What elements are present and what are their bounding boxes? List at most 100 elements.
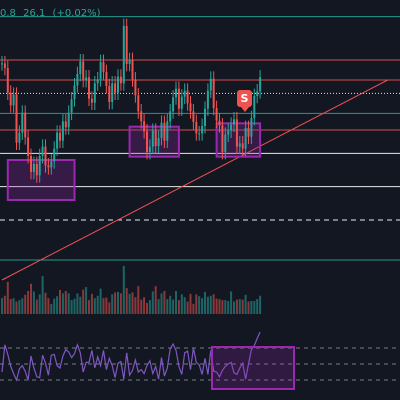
volume-bar-67 (195, 294, 198, 314)
candle-body-79 (230, 124, 233, 131)
candle-body-59 (172, 97, 175, 112)
volume-bar-64 (186, 301, 189, 314)
candle-body-43 (125, 26, 128, 64)
candle-body-2 (6, 68, 9, 93)
candle-body-15 (44, 146, 47, 166)
volume-bar-0 (1, 298, 3, 314)
volume-bar-45 (131, 292, 134, 314)
candle-body-68 (198, 133, 201, 135)
volume-bar-81 (235, 299, 238, 314)
volume-bar-12 (35, 299, 38, 314)
rsi-line (1, 331, 261, 382)
volume-bar-21 (61, 293, 64, 314)
volume-bar-4 (12, 298, 15, 314)
candle-body-21 (61, 121, 64, 141)
volume-bar-44 (128, 293, 131, 314)
candle-body-51 (148, 146, 151, 152)
volume-bar-80 (233, 301, 235, 314)
trendline-layer (1, 79, 388, 281)
candle-body-10 (30, 156, 32, 172)
candle-body-56 (163, 122, 166, 141)
volume-bar-77 (224, 300, 227, 314)
volume-bar-39 (114, 292, 117, 314)
candle-body-84 (244, 128, 247, 149)
candle-body-52 (151, 130, 154, 147)
volume-bar-49 (143, 297, 146, 314)
candle-body-78 (227, 130, 230, 135)
volume-bar-60 (175, 290, 177, 314)
candle-body-5 (15, 94, 18, 143)
volume-bar-86 (250, 301, 253, 314)
volume-bar-89 (259, 295, 262, 314)
candle-body-23 (67, 112, 70, 128)
volume-bar-69 (201, 298, 204, 314)
candle-body-72 (209, 78, 212, 91)
candle-body-37 (108, 86, 111, 102)
volume-bar-66 (192, 303, 195, 314)
volume-bar-85 (247, 301, 250, 314)
candle-body-85 (247, 128, 250, 137)
volume-bar-7 (21, 298, 24, 314)
volume-bar-19 (56, 296, 59, 314)
volume-bar-70 (204, 291, 206, 314)
volume-bar-40 (117, 291, 119, 314)
candle-body-19 (56, 132, 59, 149)
trendline (1, 79, 388, 281)
candle-body-60 (175, 88, 177, 98)
candle-body-41 (119, 76, 122, 84)
candle-body-16 (47, 165, 50, 168)
volume-bar-57 (166, 299, 169, 314)
volume-bar-2 (6, 281, 9, 314)
volume-bar-61 (177, 300, 180, 314)
candle-body-44 (128, 60, 131, 64)
volume-bar-68 (198, 296, 201, 314)
volume-bar-5 (15, 301, 18, 314)
readout-change: (+0.02%) (52, 8, 101, 19)
candle-body-42 (122, 26, 125, 84)
readout-value-1: 0.8 (0, 8, 16, 19)
candle-body-48 (140, 111, 143, 122)
candle-body-29 (85, 77, 88, 80)
volume-bar-37 (108, 302, 111, 314)
volume-bar-11 (32, 291, 35, 314)
candle-body-57 (166, 121, 169, 141)
volume-bar-43 (125, 288, 128, 314)
volume-bar-25 (73, 298, 76, 314)
candle-body-81 (235, 119, 238, 147)
volume-bar-3 (9, 299, 12, 314)
volume-bar-48 (140, 299, 143, 314)
rsi-highlight-zone (211, 346, 295, 390)
candle-body-62 (180, 96, 183, 109)
candle-body-35 (102, 62, 105, 72)
volume-bar-36 (105, 297, 108, 314)
volume-bar-24 (70, 300, 73, 314)
candle-body-0 (1, 63, 3, 65)
candle-body-49 (143, 121, 146, 132)
volume-bar-9 (27, 290, 30, 314)
candle-body-13 (38, 156, 41, 176)
candle-body-80 (233, 119, 235, 125)
rsi-series (1, 331, 295, 390)
volume-bar-53 (154, 286, 157, 314)
volume-bar-20 (59, 290, 61, 314)
highlight-zones (6, 122, 262, 201)
volume-bar-46 (134, 297, 137, 314)
sell-signal-badge[interactable]: S (237, 90, 252, 112)
candle-body-67 (195, 122, 198, 134)
volume-bar-29 (85, 287, 88, 314)
highlight-zone-1 (128, 125, 180, 158)
candle-body-9 (27, 137, 30, 156)
candle-body-88 (256, 91, 259, 96)
volume-bar-47 (137, 286, 140, 314)
candle-body-74 (215, 108, 218, 121)
candle-body-25 (73, 85, 76, 100)
volume-bar-76 (221, 300, 224, 314)
volume-bar-71 (206, 296, 209, 314)
rsi-levels (0, 347, 400, 381)
volume-bar-15 (44, 292, 47, 314)
candle-body-7 (21, 112, 24, 133)
ohlc-readout: 0.8 26.1 (+0.02%) (0, 8, 105, 19)
volume-bar-33 (96, 295, 99, 314)
